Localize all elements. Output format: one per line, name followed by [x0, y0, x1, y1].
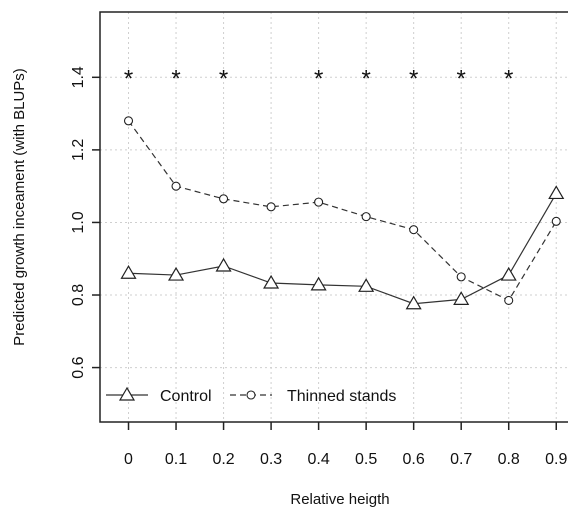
x-axis-title: Relative heigth: [290, 491, 389, 508]
y-tick-label: 0.8: [70, 284, 87, 306]
data-point-control: [310, 276, 327, 291]
significance-star: *: [314, 65, 323, 92]
significance-star: *: [171, 65, 180, 92]
legend-label-thinned: Thinned stands: [287, 388, 396, 405]
data-point-thinned: [551, 216, 561, 226]
data-point-control: [167, 266, 185, 281]
significance-star: *: [504, 65, 513, 92]
legend: Control Thinned stands: [106, 386, 396, 405]
data-point-control: [405, 295, 422, 310]
significance-star: *: [361, 65, 370, 92]
data-point-control: [548, 185, 565, 200]
data-point-control: [358, 278, 375, 292]
data-point-thinned: [123, 116, 134, 126]
y-tick-label: 1.2: [70, 139, 87, 161]
data-point-control: [453, 291, 470, 305]
x-tick-label: 0.5: [355, 451, 377, 468]
significance-star: *: [409, 65, 418, 92]
x-tick-label: 0.2: [212, 451, 234, 468]
x-tick-label: 0.1: [165, 451, 187, 468]
legend-marker-control: [118, 386, 136, 401]
y-tick-label: 1.0: [70, 211, 87, 233]
legend-label-control: Control: [160, 388, 212, 405]
significance-star: *: [124, 65, 133, 92]
plot-frame: [99, 11, 568, 423]
data-point-control: [500, 266, 517, 281]
y-tick-label: 0.6: [70, 356, 87, 378]
data-point-control: [120, 265, 137, 279]
significance-star: *: [457, 65, 466, 92]
y-axis: 0.6 0.8 1.0 1.2 1.4: [70, 66, 100, 379]
data-point-thinned: [266, 202, 276, 212]
grid-lines: [100, 12, 568, 422]
x-tick-label: 0.4: [307, 451, 329, 468]
data-point-thinned: [219, 194, 229, 204]
x-tick-label: 0.7: [450, 451, 472, 468]
series-line-thinned: [128, 120, 557, 302]
x-tick-label: 0.8: [498, 451, 520, 468]
y-axis-title: Predicted growth inceament (with BLUPs): [11, 68, 28, 346]
legend-marker-thinned: [246, 390, 256, 400]
x-tick-label: 0.9: [545, 451, 567, 468]
data-point-thinned: [504, 295, 514, 306]
series-line-control: [128, 193, 557, 305]
series-layer: [120, 116, 565, 310]
x-tick-label: 0: [124, 451, 133, 468]
x-tick-label: 0.3: [260, 451, 282, 468]
data-point-thinned: [409, 225, 419, 235]
data-point-control: [263, 274, 280, 289]
significance-layer: * * * * * * * *: [124, 65, 514, 92]
data-point-thinned: [456, 272, 466, 282]
y-tick-label: 1.4: [70, 66, 87, 88]
data-point-thinned: [171, 181, 181, 191]
data-point-thinned: [361, 212, 371, 222]
significance-star: *: [219, 65, 228, 92]
data-point-control: [215, 257, 232, 272]
x-axis: 0 0.1 0.2 0.3 0.4 0.5 0.6 0.7 0.8 0.9: [124, 422, 567, 468]
x-tick-label: 0.6: [403, 451, 425, 468]
data-point-thinned: [314, 197, 324, 207]
